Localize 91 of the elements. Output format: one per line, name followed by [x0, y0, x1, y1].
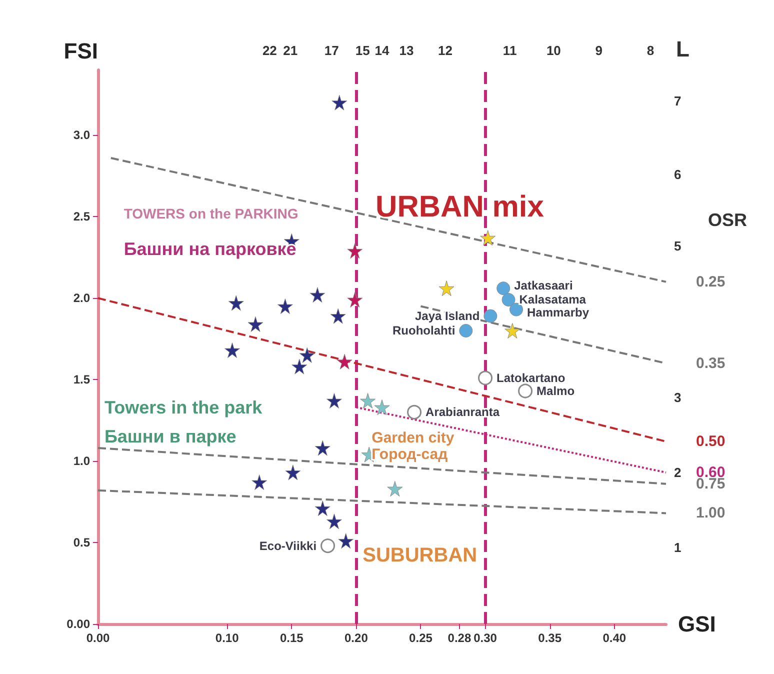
- x-tick-label: 0.10: [215, 631, 240, 645]
- text: 15: [355, 43, 370, 58]
- point: [314, 500, 330, 516]
- y-tick-label: 3.0: [73, 128, 90, 142]
- x-tick-label: 0.20: [344, 631, 368, 645]
- text: 17: [324, 43, 339, 58]
- x-axis-title: GSI: [678, 612, 716, 636]
- x-tick-label: 0.25: [409, 631, 433, 645]
- y-tick-label: 1.5: [73, 372, 90, 387]
- y-axis-title: FSI: [64, 38, 98, 64]
- annotation: SUBURBAN: [362, 544, 478, 567]
- y-tick-label: 2.5: [73, 210, 90, 224]
- y-tick-label: 0.5: [73, 536, 90, 550]
- annotation: Garden city: [372, 430, 455, 447]
- text: OSR: [708, 210, 748, 230]
- y-tick-label: 2.0: [73, 291, 90, 306]
- text: 12: [438, 43, 452, 58]
- point: [407, 404, 422, 420]
- point: [332, 94, 348, 110]
- text: 3: [674, 390, 682, 406]
- text: 1: [674, 540, 682, 555]
- point: [518, 384, 533, 398]
- point: [496, 282, 510, 296]
- text: 5: [674, 238, 682, 254]
- text: 6: [674, 166, 682, 182]
- x-tick-label: 0.40: [602, 631, 626, 645]
- x-tick-label: 0.30: [474, 631, 498, 645]
- point: [360, 393, 376, 409]
- point: [326, 514, 342, 530]
- point: [248, 316, 264, 332]
- series-label: Hammarby: [527, 306, 590, 320]
- text: 13: [399, 43, 414, 58]
- point: [228, 295, 244, 311]
- point: [292, 358, 308, 374]
- series-label: Latokartano: [496, 370, 566, 385]
- point: [320, 538, 336, 554]
- point: [502, 293, 516, 306]
- series-label: Arabianranta: [426, 405, 500, 420]
- series-label: Ruoholahti: [392, 324, 456, 338]
- point: [338, 533, 354, 549]
- annotation: Башни в парке: [104, 426, 236, 447]
- annotation: Башни на парковке: [124, 239, 296, 260]
- text: L: [676, 36, 690, 62]
- x-tick-label: 0.15: [280, 631, 304, 645]
- point: [314, 440, 330, 456]
- annotation: URBAN mix: [376, 190, 544, 224]
- point: [336, 354, 352, 370]
- point: [347, 243, 363, 259]
- text: 7: [674, 93, 682, 108]
- text: 14: [374, 43, 390, 58]
- point: [330, 308, 346, 324]
- series-label: 0.35: [696, 354, 726, 372]
- series-label: Malmo: [536, 384, 575, 398]
- text: 21: [283, 43, 298, 58]
- point: [299, 347, 315, 363]
- text: 22: [262, 43, 277, 58]
- point: [484, 309, 498, 323]
- point: [347, 292, 363, 308]
- point: [478, 370, 493, 386]
- series-label: Kalasatama: [519, 292, 586, 307]
- y-tick-label: 0.00: [66, 617, 90, 631]
- series-label: Eco-Viikki: [259, 538, 317, 553]
- text: 11: [502, 43, 517, 58]
- text: 9: [595, 43, 602, 58]
- series-label: 1.00: [696, 504, 726, 522]
- point: [277, 298, 293, 314]
- series-label: Jatkasaari: [514, 278, 573, 292]
- point: [438, 280, 454, 296]
- point: [504, 322, 520, 338]
- x-tick-label: 0.00: [86, 631, 110, 645]
- x-tick-label: 0.28: [448, 631, 472, 645]
- point: [387, 481, 403, 497]
- annotation: TOWERS on the PARKING: [124, 205, 298, 222]
- point: [326, 393, 342, 409]
- point: [252, 474, 268, 490]
- series-label: 0.50: [696, 433, 726, 450]
- series-label: 0.25: [696, 273, 726, 290]
- point: [310, 287, 326, 303]
- point: [459, 324, 473, 338]
- point: [224, 342, 240, 358]
- text: 10: [546, 43, 561, 58]
- point: [374, 400, 390, 416]
- annotation: Towers in the park: [104, 397, 264, 418]
- y-tick-label: 1.0: [73, 454, 90, 468]
- annotation: Город-сад: [372, 446, 448, 464]
- x-tick-label: 0.35: [538, 631, 562, 645]
- text: 2: [674, 464, 682, 480]
- point: [510, 302, 524, 316]
- text: 8: [646, 43, 654, 58]
- point: [480, 230, 496, 246]
- point: [285, 464, 301, 480]
